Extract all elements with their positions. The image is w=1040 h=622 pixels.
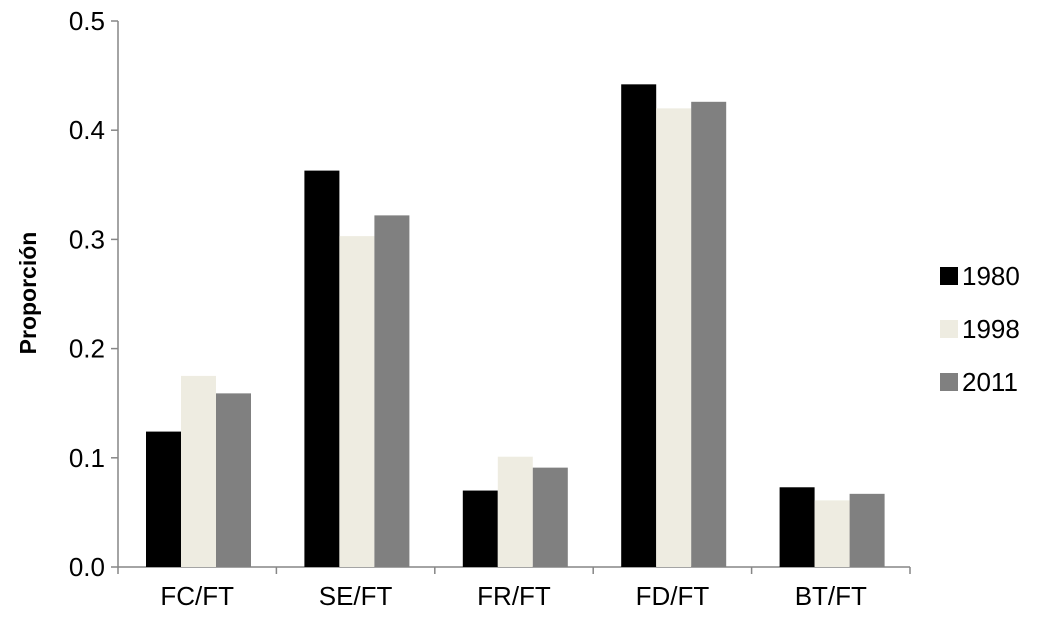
y-axis: 0.0 0.1 0.2 0.3 0.4 0.5 — [69, 6, 119, 582]
legend-swatch-2011 — [940, 373, 958, 391]
y-tick-label: 0.2 — [69, 334, 105, 364]
bar-2011-fr-ft — [532, 467, 568, 567]
bar-1980-fc-ft — [146, 431, 181, 567]
x-tick-label: BT/FT — [795, 581, 867, 611]
bar-1980-fr-ft — [462, 490, 498, 567]
legend-label-1998: 1998 — [962, 314, 1020, 344]
x-axis: FC/FT SE/FT FR/FT FD/FT BT/FT — [117, 566, 911, 611]
bar-1980-fd-ft — [621, 84, 657, 567]
x-tick-label: FD/FT — [636, 581, 710, 611]
y-tick-label: 0.3 — [69, 224, 105, 254]
y-tick-label: 0.4 — [69, 115, 105, 145]
bar-1998-se-ft — [339, 236, 375, 567]
bar-1998-fc-ft — [181, 375, 216, 567]
bar-2011-fc-ft — [216, 393, 251, 567]
legend: 1980 1998 2011 — [940, 261, 1020, 397]
x-tick-label: SE/FT — [319, 581, 393, 611]
bar-1980-bt-ft — [779, 487, 815, 567]
y-axis-title: Proporción — [15, 232, 41, 355]
legend-swatch-1980 — [940, 267, 958, 285]
bar-2011-se-ft — [374, 215, 410, 567]
legend-label-2011: 2011 — [962, 367, 1018, 397]
bar-1980-se-ft — [304, 170, 340, 567]
bars — [146, 84, 885, 568]
x-tick-label: FC/FT — [160, 581, 234, 611]
legend-label-1980: 1980 — [962, 261, 1020, 291]
y-tick-label: 0.1 — [69, 443, 105, 473]
y-tick-label: 0.0 — [69, 552, 105, 582]
legend-swatch-1998 — [940, 320, 958, 338]
x-tick-label: FR/FT — [477, 581, 551, 611]
y-tick-label: 0.5 — [69, 6, 105, 36]
bar-1998-fr-ft — [497, 456, 533, 567]
bar-1998-fd-ft — [656, 108, 692, 568]
bar-2011-bt-ft — [849, 493, 885, 567]
bar-2011-fd-ft — [691, 101, 727, 568]
bar-1998-bt-ft — [814, 500, 850, 567]
